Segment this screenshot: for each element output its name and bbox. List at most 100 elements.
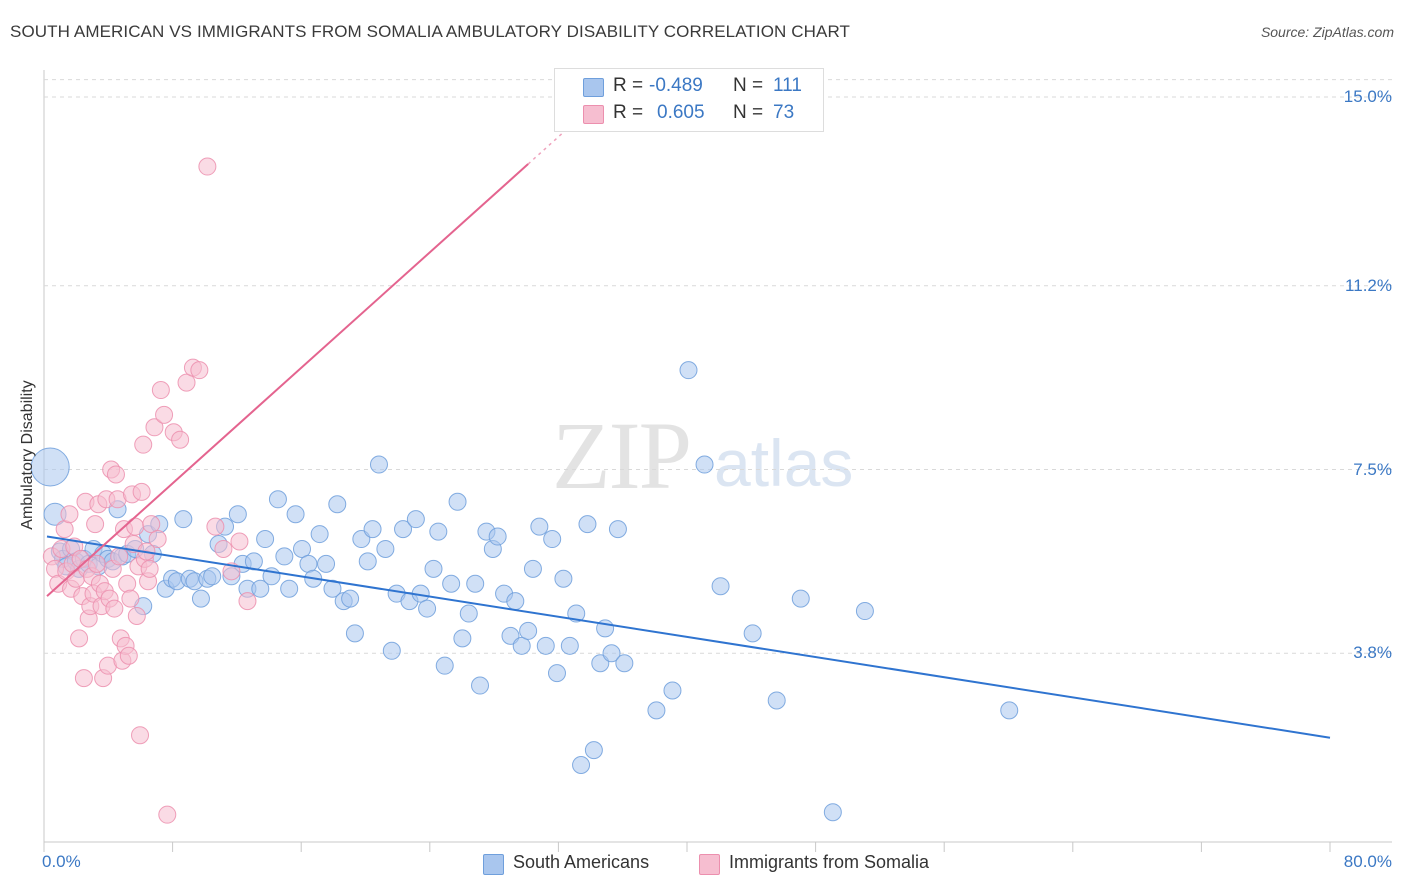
south-american-point: [543, 530, 562, 549]
south-american-point: [547, 664, 566, 683]
south-american-point: [424, 559, 443, 578]
south-american-point: [317, 554, 336, 573]
somalia-point: [158, 805, 177, 824]
somalia-point: [198, 157, 217, 176]
south-american-point: [608, 520, 627, 539]
y-tick-label: 11.2%: [1345, 275, 1392, 295]
legend-label-somalia: Immigrants from Somalia: [729, 852, 930, 872]
somalia-point: [70, 629, 89, 648]
south-american-point: [442, 574, 461, 593]
south-american-point: [448, 492, 467, 511]
south-americans-trend-line: [46, 535, 1331, 739]
legend-r-value: -0.489: [649, 75, 703, 96]
legend-label-south-americans: South Americans: [513, 852, 650, 872]
south-american-point: [174, 510, 193, 529]
legend-n-label: N =: [733, 75, 764, 96]
south-american-point: [602, 644, 621, 663]
somalia-point: [177, 373, 196, 392]
south-american-point: [578, 515, 597, 534]
south-american-point: [466, 574, 485, 593]
south-american-point: [536, 636, 555, 655]
south-american-point: [584, 741, 603, 760]
south-american-point: [506, 592, 525, 611]
legend-swatch-pink: [583, 105, 604, 124]
south-american-point: [310, 525, 329, 544]
south-american-point: [471, 676, 490, 695]
south-american-point: [530, 517, 549, 536]
south-american-point: [369, 455, 388, 474]
south-american-point: [228, 505, 247, 524]
somalia-point: [86, 515, 105, 534]
somalia-point: [151, 381, 170, 400]
south-american-point: [256, 530, 275, 549]
somalia-point: [131, 726, 150, 745]
south-american-point: [435, 656, 454, 675]
somalia-point: [206, 517, 225, 536]
south-american-point: [30, 447, 70, 487]
somalia-point: [145, 418, 164, 437]
legend-swatch-blue: [583, 78, 604, 97]
somalia-point: [126, 517, 145, 536]
watermark-zip: ZIP: [552, 402, 692, 509]
chart-source: Source: ZipAtlas.com: [1260, 24, 1394, 40]
south-american-point: [251, 579, 270, 598]
somalia-point: [118, 574, 137, 593]
somalia-point: [119, 646, 138, 665]
somalia-point: [121, 589, 140, 608]
south-american-point: [453, 629, 472, 648]
south-american-point: [280, 579, 299, 598]
south-american-point: [406, 510, 425, 529]
south-american-point: [572, 756, 591, 775]
correlation-legend: R = -0.489 N = 111 R = 0.605 N = 73: [554, 68, 824, 132]
south-american-point: [418, 599, 437, 618]
somalia-point: [87, 554, 106, 573]
legend-swatch-blue: [483, 854, 504, 875]
somalia-point: [214, 539, 233, 558]
south-american-point: [791, 589, 810, 608]
south-american-point: [323, 579, 342, 598]
south-american-point: [647, 701, 666, 720]
legend-r-value: 0.605: [657, 102, 705, 123]
legend-r-label: R =: [613, 102, 644, 123]
x-tick-label-max: 80.0%: [1343, 852, 1392, 871]
somalia-point: [238, 592, 257, 611]
south-american-point: [459, 604, 478, 623]
south-american-point: [268, 490, 287, 509]
south-american-point: [345, 624, 364, 643]
south-american-point: [299, 554, 318, 573]
y-tick-label: 15.0%: [1343, 87, 1392, 106]
somalia-point: [74, 669, 93, 688]
south-american-point: [394, 520, 413, 539]
south-american-point: [382, 641, 401, 660]
somalia-point: [230, 532, 249, 551]
south-american-point: [560, 636, 579, 655]
south-american-point: [767, 691, 786, 710]
somalia-point: [127, 607, 146, 626]
south-american-point: [512, 636, 531, 655]
south-american-point: [358, 552, 377, 571]
south-american-point: [823, 803, 842, 822]
south-american-point: [1000, 701, 1019, 720]
south-american-point: [711, 577, 730, 596]
south-american-point: [567, 604, 586, 623]
south-american-point: [855, 602, 874, 621]
chart-title: SOUTH AMERICAN VS IMMIGRANTS FROM SOMALI…: [10, 22, 850, 41]
south-american-point: [519, 621, 538, 640]
somalia-point: [148, 530, 167, 549]
south-american-point: [554, 569, 573, 588]
somalia-point: [155, 405, 174, 424]
somalia-point: [110, 547, 129, 566]
south-american-point: [286, 505, 305, 524]
somalia-point: [134, 435, 153, 454]
y-tick-label: 3.8%: [1353, 643, 1392, 663]
south-american-point: [292, 539, 311, 558]
somalia-point: [171, 430, 190, 449]
somalia-point: [55, 520, 74, 539]
legend-swatch-pink: [699, 854, 720, 875]
somalia-point: [60, 505, 79, 524]
south-american-point: [328, 495, 347, 514]
south-american-point: [203, 567, 222, 586]
south-american-point: [275, 547, 294, 566]
y-tick-label: 7.5%: [1353, 459, 1392, 479]
